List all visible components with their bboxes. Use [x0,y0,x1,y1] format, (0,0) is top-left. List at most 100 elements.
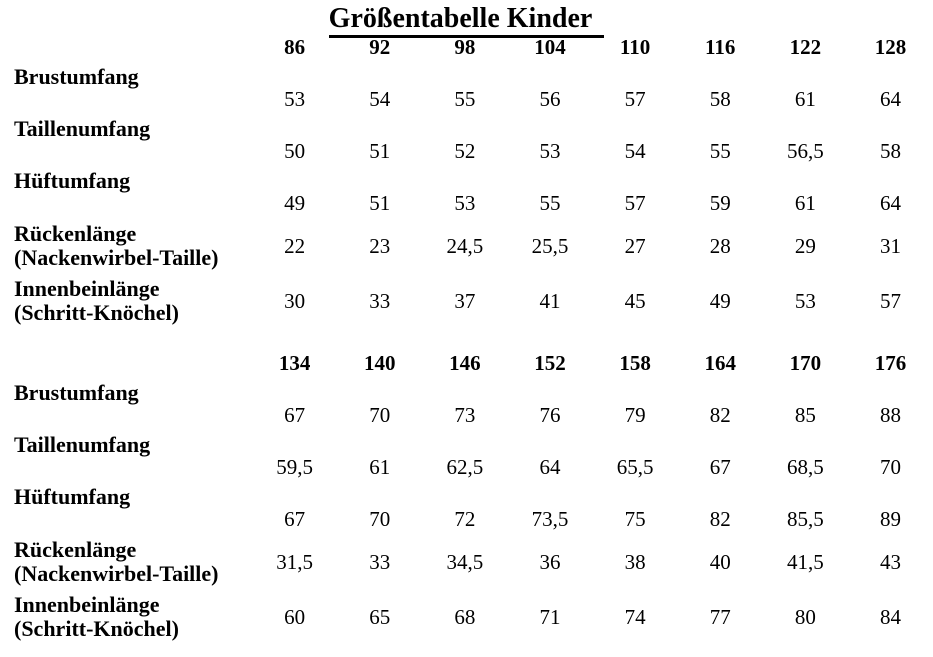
measurement-value-cell: 67 [284,403,306,427]
size-header-cell: 146 [449,351,481,375]
measurement-value-cell: 41 [539,288,561,313]
measurement-label: Taillenumfang [0,114,252,166]
measurement-value-cell: 60 [284,604,306,629]
measurement-value-cell: 70 [879,455,901,479]
measurement-value-cell: 55 [539,191,561,215]
measurement-value-cell: 53 [284,87,306,111]
measurement-value-cell: 75 [624,507,646,531]
measurement-value-cell: 33 [369,288,391,313]
size-header-cell: 122 [789,35,822,59]
size-header-cell: 104 [534,35,566,59]
measurement-value-cell: 84 [879,604,901,629]
measurement-value-cell: 43 [879,549,901,574]
measurement-value-cell: 55 [709,139,731,163]
measurement-value-cell: 57 [624,87,646,111]
size-header-cell: 152 [534,351,566,375]
measurement-label: Innenbeinlänge (Schritt-Knöchel) [0,589,252,644]
measurement-value-cell: 74 [624,604,646,629]
measurement-label-line1: Hüftumfang [14,484,131,509]
measurement-value-cell: 53 [794,288,816,313]
size-header-row: 134 140 146 152 158 164 170 176 [0,351,933,378]
corner-cell [0,351,252,378]
measurement-row: Brustumfang 67 70 73 76 79 82 85 88 [0,378,933,430]
measurement-value-cell: 49 [284,191,306,215]
measurement-label-line1: Innenbeinlänge [14,275,160,301]
measurement-value-cell: 22 [284,233,306,258]
measurement-value-cell: 61 [794,87,816,111]
measurement-value-cell: 56,5 [786,139,824,163]
measurement-value-cell: 29 [794,233,816,258]
measurement-label-line1: Taillenumfang [14,432,151,457]
measurement-value-cell: 80 [794,604,816,629]
size-table-large-body: 134 140 146 152 158 164 170 176 Brustumfang 67 70 7… [0,351,933,644]
size-header-cell: 176 [874,351,907,375]
measurement-label-line2: (Nackenwirbel-Taille) [14,560,219,586]
measurement-value-cell: 51 [369,139,391,163]
measurement-value-cell: 41,5 [786,549,824,574]
measurement-value-cell: 28 [709,233,731,258]
measurement-value-cell: 23 [369,233,391,258]
measurement-value-cell: 70 [369,507,391,531]
measurement-value-cell: 58 [709,87,731,111]
measurement-value-cell: 59 [709,191,731,215]
measurement-value-cell: 53 [539,139,561,163]
measurement-value-cell: 61 [369,455,391,479]
size-header-cell: 110 [619,35,651,59]
measurement-value-cell: 49 [709,288,731,313]
size-table-small-body: 86 92 98 104 110 116 122 128 Brustumfang 53 54 55 56… [0,35,933,328]
measurement-value-cell: 34,5 [446,549,484,574]
measurement-value-cell: 56 [539,87,561,111]
measurement-value-cell: 31,5 [276,549,313,574]
measurement-label-line1: Brustumfang [14,64,139,89]
measurement-value-cell: 30 [284,288,306,313]
measurement-value-cell: 79 [624,403,646,427]
size-header-cell: 128 [874,35,907,59]
size-header-cell: 116 [705,35,736,59]
measurement-value-cell: 58 [879,139,901,163]
measurement-value-cell: 68,5 [786,455,824,479]
measurement-label-line1: Rückenlänge [14,220,137,246]
measurement-label: Taillenumfang [0,430,252,482]
measurement-label-line2: (Schritt-Knöchel) [14,299,179,325]
measurement-value-cell: 52 [454,139,476,163]
measurement-value-cell: 38 [624,549,646,574]
measurement-value-cell: 55 [454,87,476,111]
measurement-value-cell: 45 [624,288,646,313]
measurement-label-line1: Hüftumfang [14,168,131,193]
measurement-value-cell: 40 [709,549,731,574]
measurement-row: Rückenlänge (Nackenwirbel-Taille) 22 23 24,5… [0,218,933,273]
measurement-value-cell: 54 [369,87,391,111]
measurement-label-line1: Taillenumfang [14,116,151,141]
measurement-value-cell: 33 [369,549,391,574]
measurement-label: Hüftumfang [0,482,252,534]
measurement-value-cell: 65,5 [616,455,654,479]
measurement-row: Innenbeinlänge (Schritt-Knöchel) 60 65 68 71 7… [0,589,933,644]
size-table-large-sizes: 134 140 146 152 158 164 170 176 Brustumfang 67 70 7… [0,351,933,644]
measurement-value-cell: 67 [709,455,731,479]
measurement-value-cell: 57 [624,191,646,215]
size-header-cell: 140 [363,351,396,375]
size-header-cell: 158 [619,351,651,375]
measurement-value-cell: 76 [539,403,561,427]
size-chart-page: Größentabelle Kinder 86 92 98 104 110 116 122 1… [0,3,933,657]
measurement-value-cell: 70 [369,403,391,427]
measurement-label-line1: Brustumfang [14,380,139,405]
measurement-value-cell: 88 [879,403,901,427]
size-header-cell: 86 [284,35,306,59]
measurement-value-cell: 64 [879,87,901,111]
measurement-label: Innenbeinlänge (Schritt-Knöchel) [0,273,252,328]
measurement-value-cell: 73 [454,403,476,427]
measurement-row: Brustumfang 53 54 55 56 57 58 61 64 [0,62,933,114]
measurement-label-line1: Innenbeinlänge [14,591,160,617]
measurement-row: Taillenumfang 59,5 61 62,5 64 65,5 67 68,5 70 [0,430,933,482]
page-title-text: Größentabelle Kinder [328,3,605,38]
measurement-value-cell: 62,5 [446,455,484,479]
measurement-label: Rückenlänge (Nackenwirbel-Taille) [0,218,252,273]
measurement-value-cell: 51 [369,191,391,215]
measurement-value-cell: 64 [879,191,901,215]
measurement-value-cell: 27 [624,233,646,258]
measurement-value-cell: 59,5 [276,455,313,479]
measurement-value-cell: 24,5 [446,233,484,258]
measurement-value-cell: 65 [369,604,391,629]
measurement-label: Brustumfang [0,378,252,430]
